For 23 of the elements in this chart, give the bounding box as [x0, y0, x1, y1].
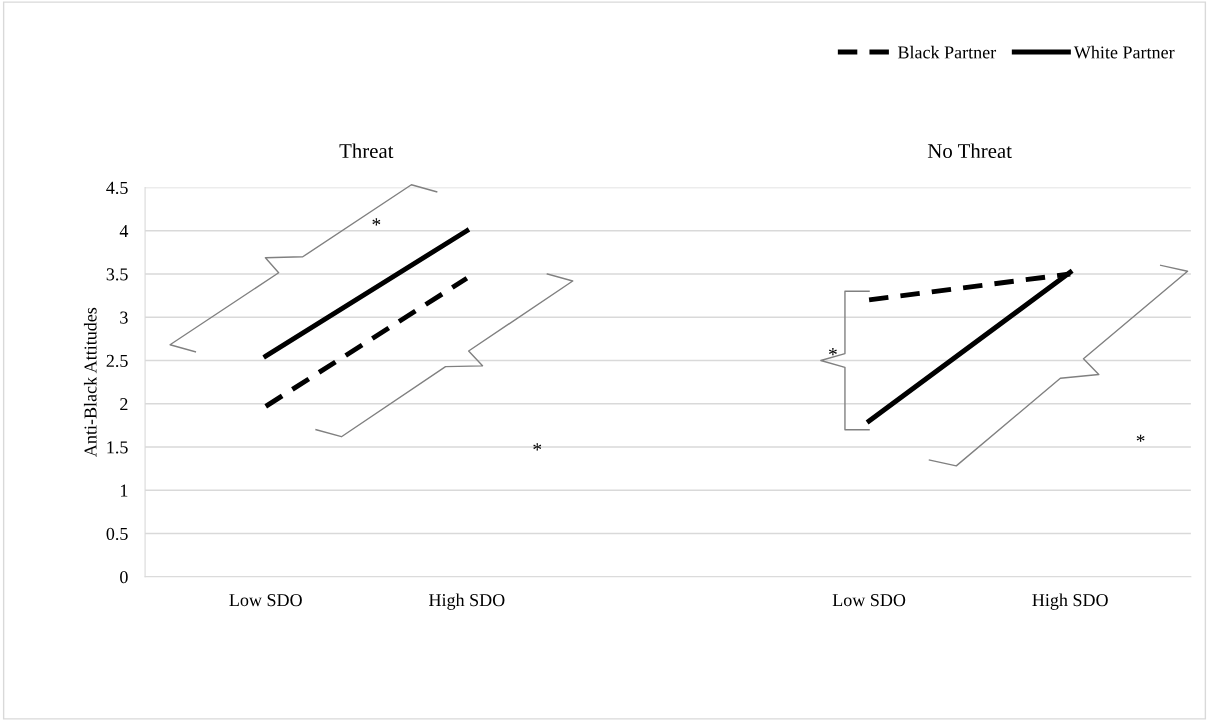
x-tick-label: High SDO [429, 593, 505, 610]
y-tick-label: 1 [120, 484, 128, 497]
y-tick-label: 2.5 [106, 354, 128, 368]
y-axis-title: Anti-Black Attitudes [83, 307, 97, 457]
legend-label: Black Partner [897, 45, 997, 59]
y-tick-label: 0 [120, 571, 128, 584]
x-tick-label: High SDO [1032, 593, 1108, 610]
x-tick-label: Low SDO [832, 594, 906, 607]
annotation: * [828, 348, 837, 356]
x-tick-label: Low SDO [229, 594, 302, 607]
annotation: * [372, 218, 381, 226]
y-tick-label: 2 [120, 398, 128, 411]
annotation: * [533, 443, 542, 451]
y-tick-label: 1.5 [107, 441, 128, 454]
text: Threat [339, 143, 394, 159]
annotation: * [1136, 434, 1145, 442]
y-tick-label: 4 [119, 225, 129, 237]
y-tick-label: 3 [120, 311, 128, 324]
y-tick-label: 3.5 [106, 268, 128, 281]
text: No Threat [927, 143, 1012, 159]
y-tick-label: 0.5 [106, 527, 128, 541]
legend-label: White Partner [1073, 45, 1175, 59]
y-tick-label: 4.5 [106, 181, 128, 194]
